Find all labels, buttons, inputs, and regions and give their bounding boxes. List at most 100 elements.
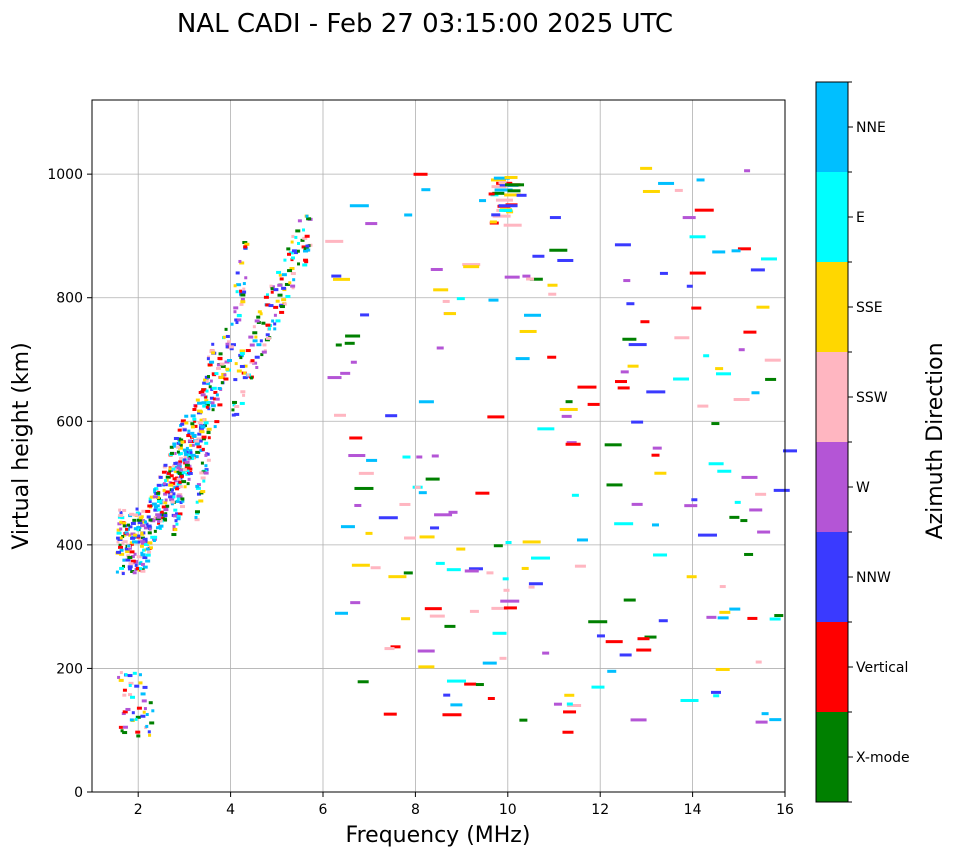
echo-point-518 — [220, 364, 226, 368]
echo-point-773 — [491, 213, 501, 217]
echo-point-448 — [201, 388, 207, 392]
echo-point-738 — [147, 730, 151, 734]
echo-point-278 — [171, 467, 176, 471]
echo-point-779 — [491, 185, 507, 189]
echo-point-507 — [225, 367, 230, 371]
echo-point-484 — [230, 322, 234, 326]
echo-point-790 — [507, 189, 521, 193]
echo-point-568 — [204, 453, 208, 457]
echo-point-104 — [121, 572, 125, 576]
echo-point-467 — [206, 375, 210, 379]
echo-point-105 — [127, 555, 133, 559]
echo-point-606 — [290, 272, 296, 276]
echo-point-71 — [117, 522, 122, 526]
echo-point-117 — [169, 445, 174, 449]
echo-point-517 — [233, 306, 239, 310]
echo-point-831 — [334, 611, 348, 615]
colorbar-swatch-1 — [816, 622, 848, 712]
echo-point-396 — [175, 512, 179, 516]
echo-point-109 — [132, 540, 138, 544]
echo-point-446 — [203, 378, 208, 382]
echo-point-1 — [120, 516, 125, 520]
echo-point-843 — [713, 694, 720, 698]
echo-point-925 — [333, 413, 346, 417]
echo-point-75 — [140, 551, 144, 555]
echo-point-949 — [384, 647, 395, 651]
echo-point-317 — [180, 471, 186, 475]
echo-point-449 — [187, 477, 191, 481]
echo-point-692 — [243, 364, 248, 368]
echo-point-708 — [281, 273, 287, 277]
echo-point-530 — [238, 259, 242, 263]
echo-point-825 — [553, 702, 562, 706]
echo-point-134 — [162, 501, 168, 505]
echo-point-154 — [162, 465, 167, 469]
echo-point-655 — [273, 327, 277, 331]
echo-point-671 — [232, 400, 238, 404]
echo-point-100 — [125, 558, 131, 562]
echo-point-177 — [150, 519, 156, 523]
echo-point-772 — [503, 223, 522, 227]
echo-point-799 — [628, 343, 647, 347]
echo-point-931 — [697, 533, 717, 537]
echo-point-90 — [140, 519, 146, 523]
colorbar-swatch-0 — [816, 712, 848, 802]
echo-point-749 — [129, 718, 134, 722]
echo-point-947 — [757, 530, 771, 534]
echo-point-953 — [744, 552, 754, 556]
echo-point-763 — [118, 678, 124, 682]
echo-point-962 — [619, 653, 632, 657]
echo-point-748 — [128, 693, 133, 697]
echo-point-201 — [146, 515, 151, 519]
echo-point-229 — [163, 463, 168, 467]
echo-point-560 — [204, 441, 209, 445]
echo-point-235 — [157, 519, 161, 523]
echo-point-601 — [289, 267, 295, 271]
echo-point-212 — [159, 510, 164, 514]
echo-point-167 — [145, 553, 151, 557]
echo-point-265 — [168, 469, 172, 473]
echo-point-239 — [176, 482, 182, 486]
echo-point-898 — [531, 556, 551, 560]
echo-point-714 — [277, 293, 283, 297]
echo-point-1011 — [559, 407, 578, 411]
echo-point-531 — [218, 357, 223, 361]
echo-point-971 — [642, 189, 660, 193]
echo-point-985 — [446, 568, 461, 572]
echo-point-57 — [119, 527, 123, 531]
echo-point-920 — [744, 169, 751, 173]
echo-point-924 — [537, 427, 555, 431]
echo-point-22 — [123, 533, 127, 537]
echo-point-907 — [549, 248, 568, 252]
echo-point-325 — [189, 443, 193, 447]
echo-point-670 — [252, 325, 256, 329]
echo-point-432 — [184, 463, 190, 467]
echo-point-771 — [492, 214, 511, 218]
x-tick-label-2: 6 — [319, 802, 328, 818]
echo-point-190 — [157, 521, 161, 525]
echo-point-586 — [239, 349, 245, 353]
echo-point-436 — [209, 349, 215, 353]
echo-point-68 — [135, 534, 141, 538]
echo-point-552 — [194, 515, 198, 519]
colorbar-label-1: Vertical — [856, 660, 908, 676]
echo-point-954 — [335, 343, 342, 347]
echo-point-959 — [564, 693, 575, 697]
echo-point-824 — [403, 571, 413, 575]
echo-point-1003 — [524, 313, 542, 317]
echo-point-388 — [181, 480, 187, 484]
echo-point-642 — [242, 376, 248, 380]
echo-point-1010 — [729, 515, 740, 519]
echo-point-997 — [516, 193, 527, 197]
echo-point-131 — [148, 500, 152, 504]
echo-point-284 — [156, 491, 161, 495]
echo-point-963 — [605, 640, 623, 644]
grid-lines — [92, 100, 786, 793]
echo-point-744 — [131, 711, 135, 715]
echo-point-584 — [273, 288, 279, 292]
echo-point-822 — [521, 566, 529, 570]
echo-point-382 — [188, 449, 193, 453]
echo-point-681 — [287, 269, 293, 273]
echo-point-191 — [168, 481, 172, 485]
echo-point-871 — [486, 571, 494, 575]
